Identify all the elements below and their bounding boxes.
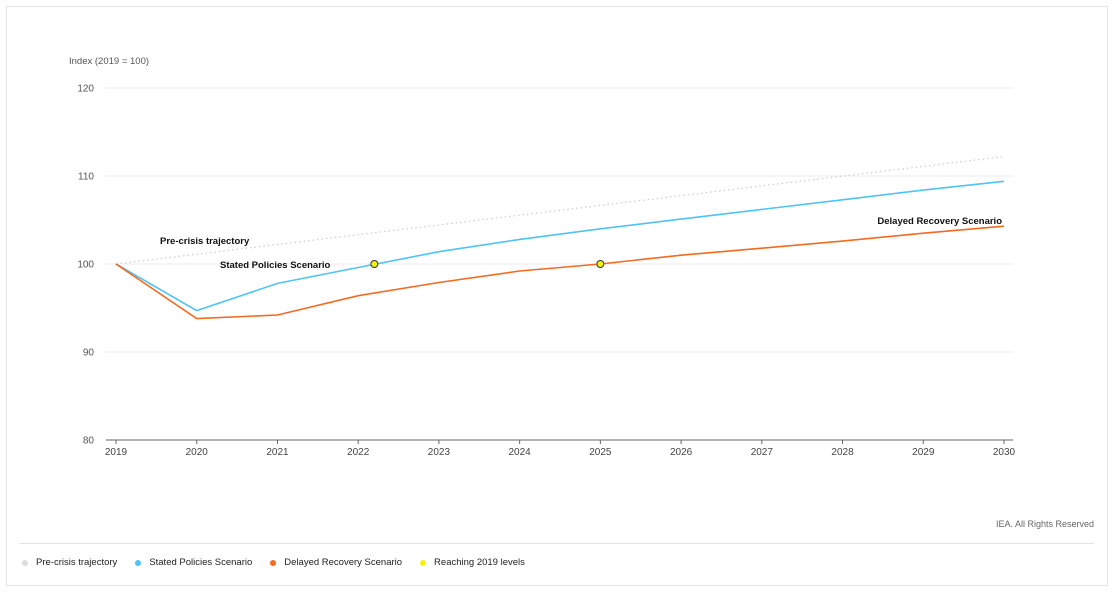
legend-label: Reaching 2019 levels <box>434 557 525 568</box>
legend-label: Delayed Recovery Scenario <box>284 557 403 568</box>
legend-divider <box>20 543 1094 544</box>
series-line-drs <box>115 225 1005 320</box>
x-tick-label: 2028 <box>831 447 854 458</box>
x-tick-label: 2024 <box>509 447 532 458</box>
x-tick-label: 2027 <box>751 447 774 458</box>
x-tick-label: 2021 <box>266 447 289 458</box>
y-tick-labels: 80 90 100 110 120 <box>77 84 94 447</box>
legend-item-stated-policies[interactable]: Stated Policies Scenario <box>135 557 252 568</box>
reaching-2019-markers <box>370 260 605 268</box>
legend-label: Pre-crisis trajectory <box>36 557 118 568</box>
series-lines <box>115 156 1005 320</box>
y-axis-label: Index (2019 = 100) <box>69 56 149 67</box>
x-tick-label: 2023 <box>428 447 451 458</box>
x-tick-label: 2020 <box>186 447 209 458</box>
x-axis: 2019 2020 2021 2022 2023 2024 2025 2026 2027 2028… <box>105 439 1016 458</box>
reaching-2019-marker <box>596 260 605 268</box>
series-labels: Pre-crisis trajectory Stated Policies Sce… <box>160 216 1002 271</box>
x-tick-label: 2022 <box>347 447 370 458</box>
legend-dot <box>135 559 142 566</box>
reaching-2019-marker <box>370 260 379 268</box>
x-tick-label: 2025 <box>589 447 612 458</box>
series-line-sps <box>115 180 1005 312</box>
y-tick-label: 120 <box>77 84 94 95</box>
x-tick-label: 2029 <box>912 447 935 458</box>
legend-dot <box>270 559 277 566</box>
legend-dot <box>420 559 427 566</box>
legend-item-reaching-2019[interactable]: Reaching 2019 levels <box>420 557 525 568</box>
legend: Pre-crisis trajectory Stated Policies Sc… <box>22 557 525 568</box>
x-tick-label: 2030 <box>993 447 1016 458</box>
series-label-pre: Pre-crisis trajectory <box>160 236 250 247</box>
legend-dot <box>22 559 28 566</box>
y-tick-label: 110 <box>78 172 94 183</box>
series-label-sps: Stated Policies Scenario <box>220 260 331 271</box>
chart-frame <box>6 6 1108 586</box>
grid <box>106 87 1013 353</box>
y-tick-label: 100 <box>77 260 94 271</box>
credit-text: IEA. All Rights Reserved <box>995 519 1094 529</box>
y-tick-label: 80 <box>83 436 95 447</box>
legend-label: Stated Policies Scenario <box>149 557 253 568</box>
series-line-pre <box>115 156 1005 265</box>
y-tick-label: 90 <box>83 348 95 359</box>
line-chart: Index (2019 = 100) 80 90 100 110 120 2019 202… <box>69 56 1016 458</box>
legend-item-delayed-recovery[interactable]: Delayed Recovery Scenario <box>270 557 402 568</box>
legend-item-pre-crisis[interactable]: Pre-crisis trajectory <box>22 557 117 568</box>
series-label-drs: Delayed Recovery Scenario <box>877 216 1002 227</box>
x-tick-label: 2019 <box>105 447 128 458</box>
x-tick-label: 2026 <box>670 447 693 458</box>
